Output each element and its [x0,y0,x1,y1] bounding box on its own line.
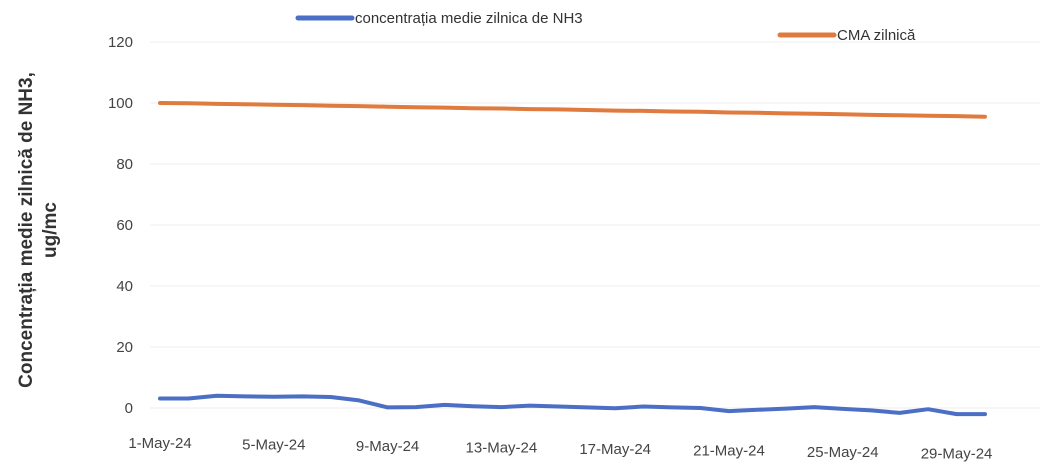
y-tick-label: 120 [108,34,133,51]
y-axis-ticks: 0 20 40 60 80 100 120 [108,34,133,417]
y-axis-title-line-1: Concentrația medie zilnică de NH3, [16,72,37,388]
y-tick-label: 40 [116,278,133,295]
legend-label-cma: CMA zilnică [837,27,916,44]
y-axis-title-line-2: ug/mc [40,202,61,258]
x-tick-label: 21-May-24 [693,443,765,460]
x-tick-label: 17-May-24 [579,441,651,458]
y-tick-label: 60 [116,217,133,234]
x-tick-label: 9-May-24 [356,438,419,455]
x-tick-label: 25-May-24 [807,444,879,461]
y-tick-label: 80 [116,156,133,173]
y-axis-title: Concentrația medie zilnică de NH3, ug/mc [16,72,61,388]
x-tick-label: 29-May-24 [921,446,993,463]
x-tick-label: 5-May-24 [242,437,305,454]
x-tick-label: 1-May-24 [128,435,191,452]
legend-label-nh3: concentrația medie zilnica de NH3 [355,10,583,27]
gridlines [150,41,1040,409]
x-axis-ticks: 1-May-24 5-May-24 9-May-24 13-May-24 17-May-… [128,435,992,463]
y-tick-label: 100 [108,95,133,112]
series-line-nh3 [158,393,987,417]
series-line-cma [158,101,987,119]
y-tick-label: 0 [125,400,133,417]
x-tick-label: 13-May-24 [466,440,538,457]
legend: concentrația medie zilnica de NH3 CMA zi… [295,10,916,44]
y-tick-label: 20 [116,339,133,356]
series-lines [158,101,987,417]
